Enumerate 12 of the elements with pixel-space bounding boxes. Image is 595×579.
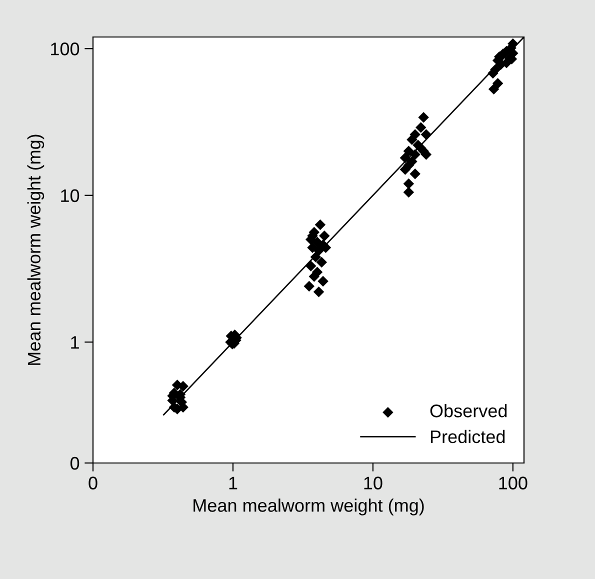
x-tick-label: 0 (88, 476, 98, 490)
legend-label: Observed (430, 404, 507, 418)
y-tick-label: 0 (70, 456, 80, 470)
x-tick-label: 10 (364, 476, 382, 490)
x-tick-label: 1 (229, 476, 238, 490)
x-tick-label: 100 (499, 476, 528, 490)
legend-label: Predicted (430, 430, 505, 444)
y-tick-label: 100 (51, 42, 80, 56)
y-tick-label: 1 (71, 336, 79, 349)
x-axis-title: Mean mealworm weight (mg) (194, 498, 424, 516)
y-tick-label: 10 (61, 189, 80, 202)
y-axis-title: Mean mealworm weight (mg) (27, 134, 44, 365)
